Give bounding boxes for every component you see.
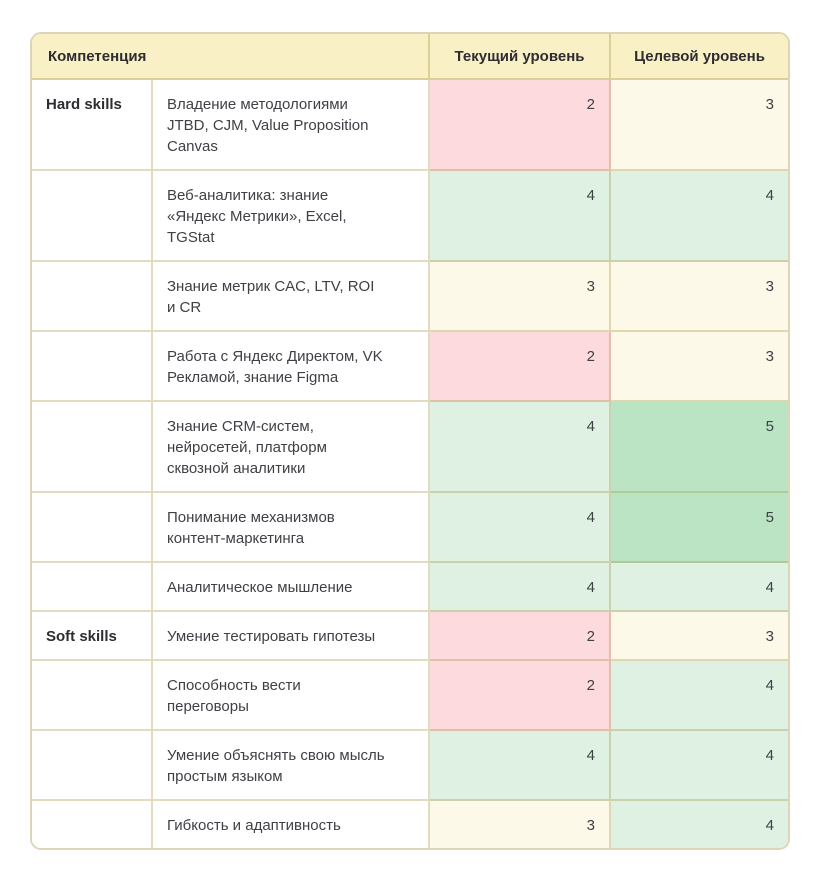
table-row: Работа с Яндекс Директом, VK Рекламой, з… (32, 332, 788, 402)
header-row: Компетенция Текущий уровень Целевой уров… (32, 34, 788, 80)
header-target-level: Целевой уровень (611, 34, 788, 80)
skill-cell: Понимание механизмов контент-маркетинга (153, 493, 430, 563)
skill-cell: Знание CRM-систем, нейросетей, платформ … (153, 402, 430, 493)
table-row: Аналитическое мышление 4 4 (32, 563, 788, 612)
competency-table: Компетенция Текущий уровень Целевой уров… (32, 34, 788, 848)
target-level-cell: 5 (611, 402, 788, 493)
skill-cell: Веб-аналитика: знание «Яндекс Метрики», … (153, 171, 430, 262)
target-level-cell: 5 (611, 493, 788, 563)
category-cell (32, 493, 153, 563)
target-level-cell: 4 (611, 801, 788, 848)
skill-cell: Гибкость и адаптивность (153, 801, 430, 848)
skills-matrix-card: Компетенция Текущий уровень Целевой уров… (30, 32, 790, 850)
skill-cell: Способность вести переговоры (153, 661, 430, 731)
category-cell (32, 563, 153, 612)
category-cell (32, 402, 153, 493)
target-level-cell: 4 (611, 171, 788, 262)
current-level-cell: 2 (430, 80, 611, 171)
table-row: Гибкость и адаптивность 3 4 (32, 801, 788, 848)
category-cell: Soft skills (32, 612, 153, 661)
current-level-cell: 3 (430, 262, 611, 332)
skill-cell: Умение объяснять свою мысль простым язык… (153, 731, 430, 801)
skill-cell: Аналитическое мышление (153, 563, 430, 612)
target-level-cell: 3 (611, 80, 788, 171)
current-level-cell: 4 (430, 563, 611, 612)
table-row: Знание CRM-систем, нейросетей, платформ … (32, 402, 788, 493)
header-competency: Компетенция (32, 34, 430, 80)
category-cell (32, 661, 153, 731)
target-level-cell: 3 (611, 612, 788, 661)
table-row: Знание метрик CAC, LTV, ROI и CR 3 3 (32, 262, 788, 332)
target-level-cell: 4 (611, 731, 788, 801)
category-cell: Hard skills (32, 80, 153, 171)
target-level-cell: 4 (611, 661, 788, 731)
category-cell (32, 171, 153, 262)
target-level-cell: 4 (611, 563, 788, 612)
table-row: Веб-аналитика: знание «Яндекс Метрики», … (32, 171, 788, 262)
category-cell (32, 262, 153, 332)
table-row: Понимание механизмов контент-маркетинга … (32, 493, 788, 563)
table-row: Hard skills Владение методологиями JTBD,… (32, 80, 788, 171)
current-level-cell: 4 (430, 171, 611, 262)
current-level-cell: 2 (430, 332, 611, 402)
skill-cell: Знание метрик CAC, LTV, ROI и CR (153, 262, 430, 332)
current-level-cell: 2 (430, 612, 611, 661)
header-current-level: Текущий уровень (430, 34, 611, 80)
target-level-cell: 3 (611, 332, 788, 402)
current-level-cell: 4 (430, 731, 611, 801)
table-row: Способность вести переговоры 2 4 (32, 661, 788, 731)
current-level-cell: 4 (430, 402, 611, 493)
current-level-cell: 2 (430, 661, 611, 731)
skill-cell: Владение методологиями JTBD, CJM, Value … (153, 80, 430, 171)
table-row: Soft skills Умение тестировать гипотезы … (32, 612, 788, 661)
category-cell (32, 801, 153, 848)
category-cell (32, 731, 153, 801)
category-cell (32, 332, 153, 402)
table-row: Умение объяснять свою мысль простым язык… (32, 731, 788, 801)
current-level-cell: 4 (430, 493, 611, 563)
target-level-cell: 3 (611, 262, 788, 332)
skill-cell: Работа с Яндекс Директом, VK Рекламой, з… (153, 332, 430, 402)
skill-cell: Умение тестировать гипотезы (153, 612, 430, 661)
current-level-cell: 3 (430, 801, 611, 848)
